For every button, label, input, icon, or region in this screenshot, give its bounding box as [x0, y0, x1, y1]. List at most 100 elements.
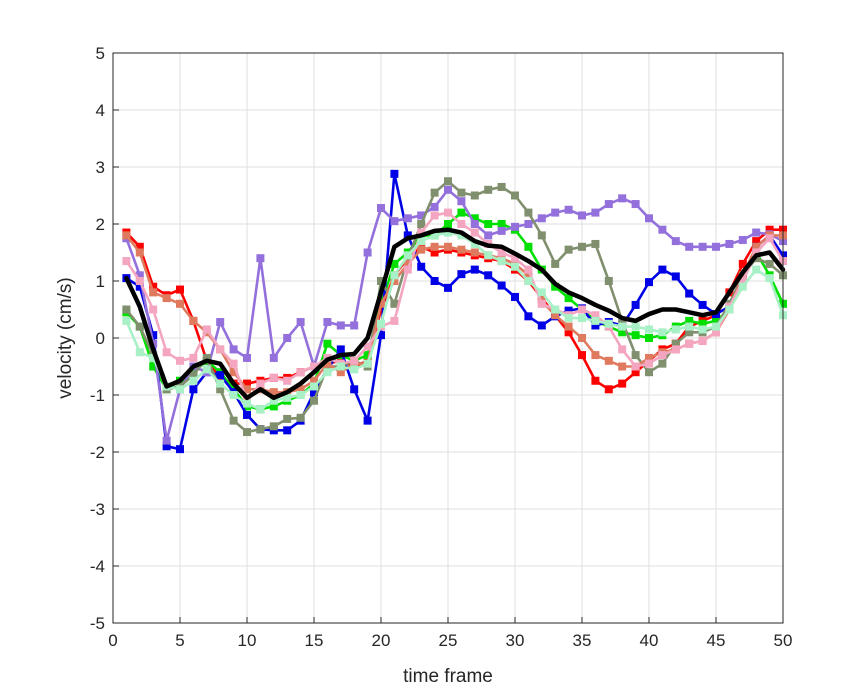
data-point — [618, 316, 627, 325]
data-point — [578, 334, 586, 342]
data-point — [725, 305, 734, 314]
data-point — [403, 251, 412, 260]
data-point — [444, 208, 452, 217]
data-point — [135, 277, 144, 285]
data-point — [765, 225, 774, 234]
data-point — [296, 385, 305, 394]
data-point — [497, 248, 506, 257]
data-point — [296, 368, 305, 377]
data-point — [591, 351, 600, 360]
x-tick-label: 45 — [707, 631, 726, 650]
data-point — [229, 359, 238, 368]
data-point — [430, 231, 439, 240]
data-point — [497, 281, 506, 290]
data-point — [591, 376, 600, 385]
data-point — [551, 208, 560, 217]
data-point — [229, 416, 238, 425]
data-point — [765, 234, 774, 243]
data-point — [564, 314, 573, 323]
data-point — [645, 278, 653, 287]
data-point — [243, 410, 251, 419]
data-point — [283, 334, 292, 342]
data-point — [564, 205, 573, 214]
data-point — [256, 254, 265, 263]
data-point — [444, 242, 452, 251]
x-tick-label: 0 — [108, 631, 117, 650]
y-tick-label: -3 — [90, 500, 105, 519]
data-point — [430, 248, 439, 257]
data-point — [752, 228, 761, 237]
data-point — [430, 211, 439, 220]
data-point — [430, 242, 439, 251]
data-point — [631, 362, 640, 371]
data-point — [658, 351, 667, 360]
data-point — [403, 265, 412, 274]
data-point — [470, 220, 479, 228]
data-point — [604, 356, 613, 365]
data-point — [135, 322, 144, 331]
data-point — [578, 242, 586, 251]
data-point — [591, 208, 600, 217]
data-point — [310, 362, 318, 371]
data-point — [511, 222, 519, 231]
data-point — [296, 318, 305, 327]
data-point — [564, 294, 573, 303]
data-point — [229, 368, 238, 377]
data-point — [497, 226, 506, 235]
data-point — [390, 271, 399, 280]
data-point — [685, 322, 694, 331]
data-point — [444, 228, 452, 237]
data-point — [645, 359, 653, 368]
data-point — [712, 322, 720, 331]
data-point — [310, 396, 318, 405]
data-point — [336, 321, 345, 330]
data-point — [511, 254, 519, 263]
data-point — [564, 328, 573, 337]
data-point — [269, 353, 278, 362]
data-point — [752, 265, 761, 274]
data-point — [618, 362, 627, 371]
data-point — [403, 214, 412, 223]
data-point — [229, 391, 238, 399]
data-point — [363, 416, 372, 425]
data-point — [336, 345, 345, 354]
data-point — [243, 379, 251, 388]
data-point — [685, 339, 694, 348]
data-point — [712, 242, 720, 251]
data-point — [189, 376, 198, 385]
data-point — [323, 368, 332, 377]
data-point — [189, 353, 198, 362]
data-point — [671, 339, 680, 348]
data-point — [176, 356, 184, 365]
data-point — [135, 248, 144, 257]
data-point — [671, 272, 680, 281]
data-point — [283, 376, 292, 385]
data-point — [283, 414, 292, 423]
data-point — [591, 239, 600, 248]
data-point — [122, 231, 131, 240]
data-point — [444, 185, 452, 194]
x-tick-label: 15 — [305, 631, 324, 650]
data-point — [645, 353, 653, 362]
data-point — [698, 242, 707, 251]
x-tick-label: 30 — [506, 631, 525, 650]
data-point — [671, 237, 680, 246]
data-point — [457, 245, 466, 254]
data-point — [403, 231, 412, 240]
data-point — [484, 231, 493, 240]
data-point — [712, 328, 720, 337]
data-point — [350, 321, 359, 330]
data-point — [310, 376, 318, 385]
data-point — [658, 225, 667, 234]
data-point — [283, 426, 292, 435]
data-point — [658, 328, 667, 337]
y-tick-label: 2 — [96, 215, 105, 234]
data-point — [524, 208, 533, 217]
y-tick-label: -2 — [90, 443, 105, 462]
data-point — [390, 316, 399, 325]
data-point — [390, 299, 399, 308]
data-point — [631, 331, 640, 340]
data-point — [269, 422, 278, 431]
data-point — [176, 445, 184, 454]
data-point — [551, 282, 560, 291]
